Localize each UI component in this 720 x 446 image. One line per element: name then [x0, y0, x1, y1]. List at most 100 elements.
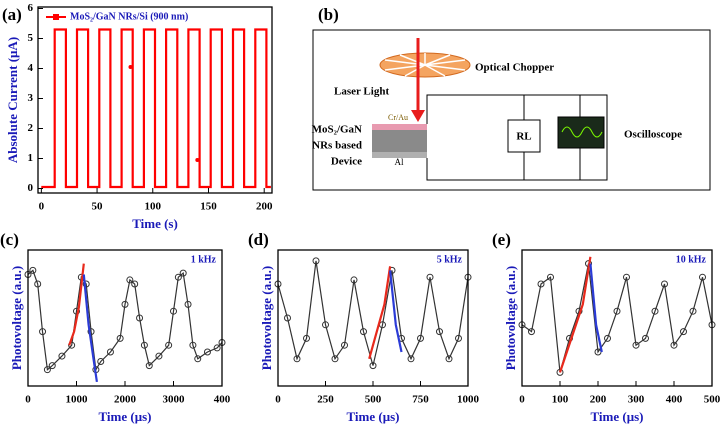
- data-point: [97, 358, 105, 366]
- plot-frame: [27, 249, 223, 387]
- data-point: [331, 355, 339, 363]
- data-point: [537, 280, 545, 288]
- x-tick-label: 500: [704, 394, 720, 406]
- x-tick-label: 50: [92, 201, 104, 213]
- frequency-label: 5 kHz: [437, 254, 463, 265]
- data-point: [322, 321, 329, 329]
- data-point: [426, 273, 434, 281]
- y-tick-label: 5: [28, 32, 34, 44]
- label: Al: [395, 157, 404, 167]
- data-line: [521, 263, 713, 373]
- data-point: [642, 334, 649, 342]
- data-point: [165, 341, 173, 349]
- x-tick-label: 2000: [114, 394, 137, 406]
- x-tick-label: 3000: [163, 394, 186, 406]
- al-contact: [372, 152, 427, 158]
- panel-label: (a): [2, 5, 22, 24]
- x-tick-label: 250: [317, 394, 334, 406]
- legend-marker: [53, 14, 59, 20]
- data-point: [58, 352, 66, 360]
- data-point: [116, 334, 124, 342]
- x-tick-label: 0: [275, 394, 281, 406]
- panel-label: (b): [318, 5, 339, 24]
- data-point: [43, 366, 51, 374]
- x-tick-label: 750: [412, 394, 429, 406]
- data-point: [604, 334, 611, 342]
- outlier-point: [128, 65, 133, 69]
- x-axis-label: Time (μs): [99, 409, 152, 424]
- plot-frame: [521, 249, 713, 387]
- label: Laser Light: [334, 86, 389, 98]
- data-point: [131, 280, 139, 288]
- x-tick-label: 150: [200, 201, 217, 213]
- y-tick-label: 0: [28, 182, 34, 194]
- label: Oscilloscope: [624, 129, 682, 141]
- x-tick-label: 1000: [66, 394, 89, 406]
- data-point: [48, 362, 56, 370]
- y-tick-label: 2: [28, 122, 34, 134]
- data-point: [341, 341, 348, 349]
- y-tick-label: 3: [28, 92, 34, 104]
- data-point: [121, 300, 129, 308]
- data-point: [34, 280, 42, 288]
- data-point: [39, 328, 47, 336]
- substrate: [372, 130, 427, 152]
- y-axis-label: Photovoltage (a.u.): [503, 266, 518, 370]
- outlier-point: [195, 158, 200, 162]
- x-tick-label: 200: [256, 201, 273, 213]
- data-point: [651, 307, 659, 315]
- data-point: [680, 328, 687, 336]
- data-point: [184, 300, 192, 308]
- data-point: [303, 334, 310, 342]
- diagram-frame: [312, 29, 711, 191]
- label: Device: [331, 156, 362, 168]
- laser-arrow: [411, 110, 425, 122]
- data-point: [136, 314, 144, 322]
- x-axis-label: Time (μs): [347, 409, 400, 424]
- frequency-label: 1 kHz: [191, 254, 217, 265]
- data-point: [170, 307, 177, 315]
- circuit: [426, 94, 608, 181]
- data-point: [213, 344, 221, 352]
- panel-label: (d): [248, 230, 269, 249]
- data-point: [179, 269, 187, 277]
- data-point: [445, 355, 453, 363]
- data-point: [455, 334, 462, 342]
- plot-frame: [37, 6, 273, 194]
- data-point: [155, 352, 163, 360]
- data-point: [194, 355, 202, 363]
- data-point: [312, 257, 320, 265]
- data-line: [368, 266, 392, 360]
- data-line: [277, 260, 469, 366]
- data-point: [29, 266, 37, 274]
- data-point: [632, 341, 640, 349]
- scope-screen: [557, 116, 605, 149]
- label: NRs based: [312, 140, 362, 152]
- data-line: [82, 274, 98, 383]
- x-tick-label: 100: [145, 201, 162, 213]
- data-point: [68, 341, 76, 349]
- resistor: [507, 119, 541, 153]
- data-point: [661, 280, 668, 288]
- label: MoS₂/GaN: [312, 124, 362, 136]
- data-point: [547, 273, 554, 281]
- data-point: [613, 307, 621, 315]
- data-point: [284, 314, 291, 322]
- x-tick-label: 400: [666, 394, 683, 406]
- x-axis-label: Time (μs): [591, 409, 644, 424]
- x-tick-label: 0: [519, 394, 525, 406]
- label: Cr/Au: [388, 113, 408, 122]
- data-point: [189, 341, 197, 349]
- panel-label: (c): [0, 230, 19, 249]
- data-line: [27, 269, 223, 372]
- data-point: [174, 273, 182, 281]
- nanorods: [372, 124, 427, 130]
- data-line: [558, 256, 592, 373]
- data-point: [670, 341, 678, 349]
- x-axis-label: Time (s): [132, 216, 178, 231]
- x-tick-label: 100: [552, 394, 569, 406]
- data-point: [623, 273, 630, 281]
- data-line: [589, 263, 603, 353]
- y-axis-label: Photovoltage (a.u.): [259, 266, 274, 370]
